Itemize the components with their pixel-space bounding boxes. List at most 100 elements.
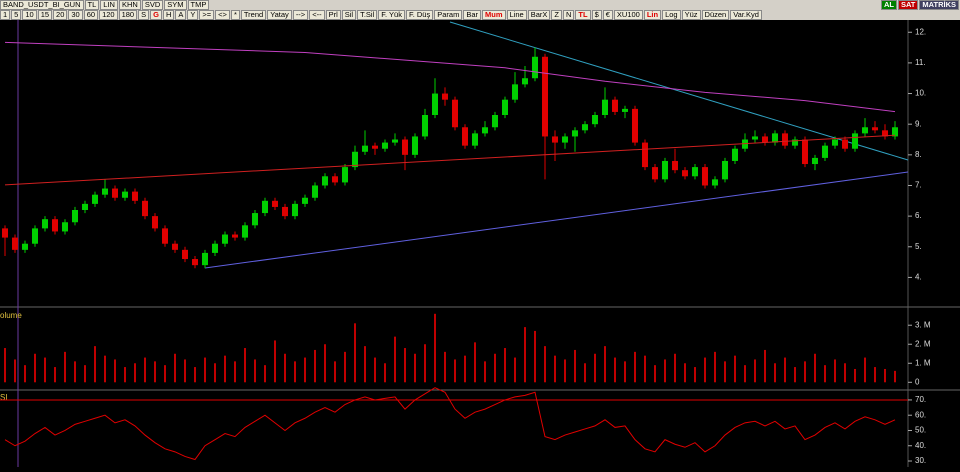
toolbar-button[interactable]: Düzen bbox=[701, 10, 730, 20]
volume-bar bbox=[94, 346, 96, 383]
volume-bar bbox=[354, 323, 356, 383]
candle-body bbox=[12, 237, 18, 250]
y-tick-label: 50. bbox=[915, 426, 926, 435]
candle-body bbox=[632, 108, 638, 143]
toolbar-button[interactable]: 180 bbox=[118, 10, 138, 20]
toolbar-button[interactable]: S bbox=[138, 10, 150, 20]
candle-body bbox=[212, 243, 218, 253]
toolbar-button[interactable]: --> bbox=[292, 10, 309, 20]
volume-bar bbox=[434, 313, 436, 383]
volume-bar bbox=[574, 349, 576, 383]
volume-bar bbox=[164, 365, 166, 383]
toolbar-button[interactable]: H bbox=[162, 10, 175, 20]
toolbar-button[interactable]: 15 bbox=[37, 10, 53, 20]
toolbar-button[interactable]: 1 bbox=[0, 10, 11, 20]
candle-body bbox=[742, 139, 748, 149]
toolbar-button[interactable]: Z bbox=[551, 10, 562, 20]
toolbar-button[interactable]: SVD bbox=[141, 0, 164, 10]
toolbar-button[interactable]: Var.Kyd bbox=[730, 10, 762, 20]
toolbar-button[interactable]: Sil bbox=[341, 10, 357, 20]
toolbar-button[interactable]: BAND_USDT_BI_GUN bbox=[0, 0, 84, 10]
volume-bar bbox=[204, 357, 206, 383]
volume-bar bbox=[134, 363, 136, 383]
toolbar-button[interactable]: 20 bbox=[53, 10, 68, 20]
toolbar-button[interactable]: F. Yük bbox=[378, 10, 405, 20]
toolbar-button[interactable]: XU100 bbox=[613, 10, 643, 20]
candle-body bbox=[442, 93, 448, 100]
toolbar-button[interactable]: TMP bbox=[187, 0, 210, 10]
toolbar-button[interactable]: LIN bbox=[100, 0, 118, 10]
volume-bar bbox=[444, 351, 446, 383]
toolbar-button[interactable]: Prl bbox=[325, 10, 341, 20]
toolbar-button[interactable]: <> bbox=[215, 10, 230, 20]
toolbar-button[interactable]: Param bbox=[434, 10, 463, 20]
toolbar-button[interactable]: F. Düş bbox=[405, 10, 434, 20]
toolbar-button[interactable]: MATRİKS bbox=[919, 0, 959, 10]
volume-bar bbox=[594, 353, 596, 383]
volume-bar bbox=[334, 361, 336, 383]
toolbar-button[interactable]: SAT bbox=[897, 0, 919, 10]
toolbar-button[interactable]: 5 bbox=[11, 10, 22, 20]
toolbar-button[interactable]: BarX bbox=[527, 10, 551, 20]
toolbar-button[interactable]: Yüz bbox=[681, 10, 701, 20]
toolbar-button[interactable]: 60 bbox=[83, 10, 99, 20]
toolbar-button[interactable]: KHN bbox=[118, 0, 141, 10]
toolbar-button[interactable]: TL bbox=[84, 0, 100, 10]
candle-body bbox=[732, 148, 738, 161]
y-tick-label: 2. M bbox=[915, 339, 931, 348]
volume-bar bbox=[724, 361, 726, 383]
volume-bar bbox=[294, 361, 296, 383]
toolbar-button[interactable]: A bbox=[175, 10, 187, 20]
toolbar-button[interactable]: Yatay bbox=[267, 10, 292, 20]
volume-bar bbox=[544, 346, 546, 383]
toolbar-button[interactable]: T.Sil bbox=[357, 10, 378, 20]
volume-bar bbox=[324, 344, 326, 383]
toolbar-button[interactable]: Mum bbox=[482, 10, 506, 20]
candle-body bbox=[682, 170, 688, 177]
volume-bar bbox=[114, 359, 116, 383]
volume-bar bbox=[634, 351, 636, 383]
toolbar-button[interactable]: Y bbox=[187, 10, 199, 20]
y-tick-label: 3. M bbox=[915, 320, 931, 329]
volume-bar bbox=[624, 361, 626, 383]
volume-bar bbox=[104, 355, 106, 383]
toolbar-button[interactable]: 120 bbox=[99, 10, 118, 20]
candle-body bbox=[262, 200, 268, 214]
volume-bar bbox=[254, 359, 256, 383]
plot-background bbox=[0, 20, 908, 467]
toolbar-button[interactable]: Line bbox=[506, 10, 527, 20]
candle-body bbox=[802, 139, 808, 165]
toolbar-button[interactable]: TL bbox=[575, 10, 591, 20]
toolbar-button[interactable]: Trend bbox=[240, 10, 267, 20]
volume-bar bbox=[264, 365, 266, 383]
toolbar-button[interactable]: N bbox=[562, 10, 575, 20]
volume-bar bbox=[374, 357, 376, 383]
toolbar-button[interactable]: 30 bbox=[68, 10, 83, 20]
volume-bar bbox=[224, 355, 226, 383]
candle-body bbox=[332, 176, 338, 183]
toolbar-button[interactable]: € bbox=[602, 10, 613, 20]
toolbar-button[interactable]: SYM bbox=[164, 0, 187, 10]
candle-body bbox=[62, 222, 68, 232]
toolbar-button[interactable]: Bar bbox=[463, 10, 481, 20]
y-tick-label: 1. M bbox=[915, 358, 931, 367]
toolbar-button[interactable]: 10 bbox=[22, 10, 37, 20]
volume-bar bbox=[704, 357, 706, 383]
toolbar-button[interactable]: * bbox=[230, 10, 240, 20]
toolbar-button[interactable]: Lin bbox=[643, 10, 662, 20]
volume-bar bbox=[504, 348, 506, 383]
toolbar-button[interactable]: G bbox=[150, 10, 162, 20]
candle-body bbox=[652, 167, 658, 180]
volume-bar bbox=[524, 327, 526, 383]
candle-body bbox=[882, 130, 888, 137]
volume-bar bbox=[394, 336, 396, 383]
toolbar-button[interactable]: AL bbox=[880, 0, 897, 10]
volume-bar bbox=[754, 359, 756, 383]
candle-body bbox=[662, 160, 668, 180]
toolbar-button[interactable]: >= bbox=[199, 10, 215, 20]
toolbar-button[interactable]: <-- bbox=[309, 10, 325, 20]
toolbar-button[interactable]: Log bbox=[662, 10, 681, 20]
y-tick-label: 0 bbox=[915, 377, 920, 386]
toolbar-button[interactable]: $ bbox=[591, 10, 602, 20]
candle-body bbox=[792, 139, 798, 146]
